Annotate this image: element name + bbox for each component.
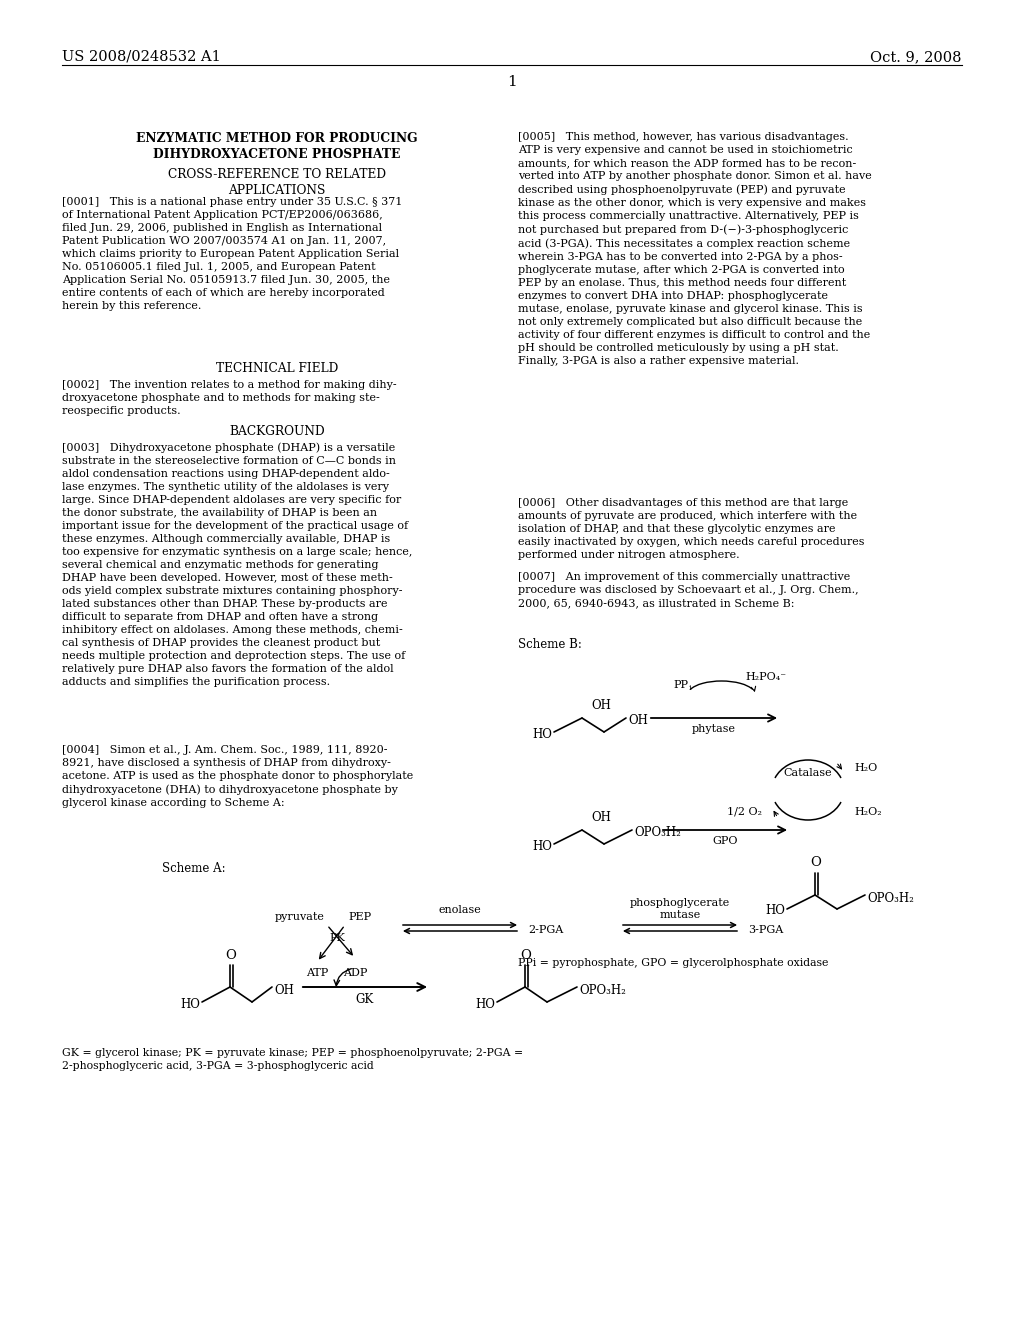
Text: 1/2 O₂: 1/2 O₂ bbox=[727, 807, 762, 817]
Text: OH: OH bbox=[591, 700, 611, 711]
Text: HO: HO bbox=[180, 998, 200, 1011]
Text: [0007]   An improvement of this commercially unattractive
procedure was disclose: [0007] An improvement of this commercial… bbox=[518, 572, 859, 609]
Text: [0003]   Dihydroxyacetone phosphate (DHAP) is a versatile
substrate in the stere: [0003] Dihydroxyacetone phosphate (DHAP)… bbox=[62, 442, 413, 688]
Text: GK: GK bbox=[356, 993, 374, 1006]
Text: HO: HO bbox=[475, 998, 495, 1011]
Text: O: O bbox=[811, 855, 821, 869]
Text: H₂O₂: H₂O₂ bbox=[854, 807, 882, 817]
Text: ADP: ADP bbox=[343, 968, 368, 978]
Text: H₂O: H₂O bbox=[854, 763, 878, 774]
Text: HO: HO bbox=[532, 840, 552, 853]
Text: enolase: enolase bbox=[438, 906, 481, 915]
Text: phytase: phytase bbox=[692, 723, 736, 734]
Text: PEP: PEP bbox=[348, 912, 372, 921]
Text: OPO₃H₂: OPO₃H₂ bbox=[867, 891, 913, 904]
Text: 2-PGA: 2-PGA bbox=[528, 925, 563, 935]
Text: HO: HO bbox=[532, 727, 552, 741]
Text: Scheme A:: Scheme A: bbox=[162, 862, 225, 875]
Text: TECHNICAL FIELD: TECHNICAL FIELD bbox=[216, 362, 338, 375]
Text: mutase: mutase bbox=[659, 909, 700, 920]
Text: GPO: GPO bbox=[713, 836, 737, 846]
Text: OH: OH bbox=[274, 983, 294, 997]
Text: PPi = pyrophosphate, GPO = glycerolphosphate oxidase: PPi = pyrophosphate, GPO = glycerolphosp… bbox=[518, 958, 828, 968]
Text: Oct. 9, 2008: Oct. 9, 2008 bbox=[870, 50, 962, 63]
Text: pyruvate: pyruvate bbox=[275, 912, 325, 921]
Text: US 2008/0248532 A1: US 2008/0248532 A1 bbox=[62, 50, 221, 63]
Text: ATP: ATP bbox=[306, 968, 328, 978]
Text: OH: OH bbox=[628, 714, 648, 726]
Text: [0004]   Simon et al., J. Am. Chem. Soc., 1989, 111, 8920-
8921, have disclosed : [0004] Simon et al., J. Am. Chem. Soc., … bbox=[62, 744, 414, 808]
Text: [0002]   The invention relates to a method for making dihy-
droxyacetone phospha: [0002] The invention relates to a method… bbox=[62, 380, 396, 416]
Text: OPO₃H₂: OPO₃H₂ bbox=[579, 983, 626, 997]
Text: GK = glycerol kinase; PK = pyruvate kinase; PEP = phosphoenolpyruvate; 2-PGA =
2: GK = glycerol kinase; PK = pyruvate kina… bbox=[62, 1048, 523, 1071]
Text: [0005]   This method, however, has various disadvantages.
ATP is very expensive : [0005] This method, however, has various… bbox=[518, 132, 871, 366]
Text: O: O bbox=[520, 949, 531, 962]
Text: Scheme B:: Scheme B: bbox=[518, 638, 582, 651]
Text: OPO₃H₂: OPO₃H₂ bbox=[634, 826, 681, 840]
Text: CROSS-REFERENCE TO RELATED
APPLICATIONS: CROSS-REFERENCE TO RELATED APPLICATIONS bbox=[168, 168, 386, 198]
Text: O: O bbox=[225, 949, 237, 962]
Text: HO: HO bbox=[765, 904, 785, 917]
Text: H₂PO₄⁻: H₂PO₄⁻ bbox=[745, 672, 786, 682]
Text: [0001]   This is a national phase entry under 35 U.S.C. § 371
of International P: [0001] This is a national phase entry un… bbox=[62, 197, 402, 312]
Text: phosphoglycerate: phosphoglycerate bbox=[630, 898, 730, 908]
Text: [0006]   Other disadvantages of this method are that large
amounts of pyruvate a: [0006] Other disadvantages of this metho… bbox=[518, 498, 864, 560]
Text: Catalase: Catalase bbox=[783, 768, 833, 777]
Text: i: i bbox=[689, 684, 691, 692]
Text: OH: OH bbox=[591, 810, 611, 824]
Text: 3-PGA: 3-PGA bbox=[748, 925, 783, 935]
Text: 1: 1 bbox=[507, 75, 517, 88]
Text: PP: PP bbox=[673, 680, 688, 690]
Text: ENZYMATIC METHOD FOR PRODUCING
DIHYDROXYACETONE PHOSPHATE: ENZYMATIC METHOD FOR PRODUCING DIHYDROXY… bbox=[136, 132, 418, 161]
Text: PK: PK bbox=[329, 933, 345, 942]
Text: BACKGROUND: BACKGROUND bbox=[229, 425, 325, 438]
